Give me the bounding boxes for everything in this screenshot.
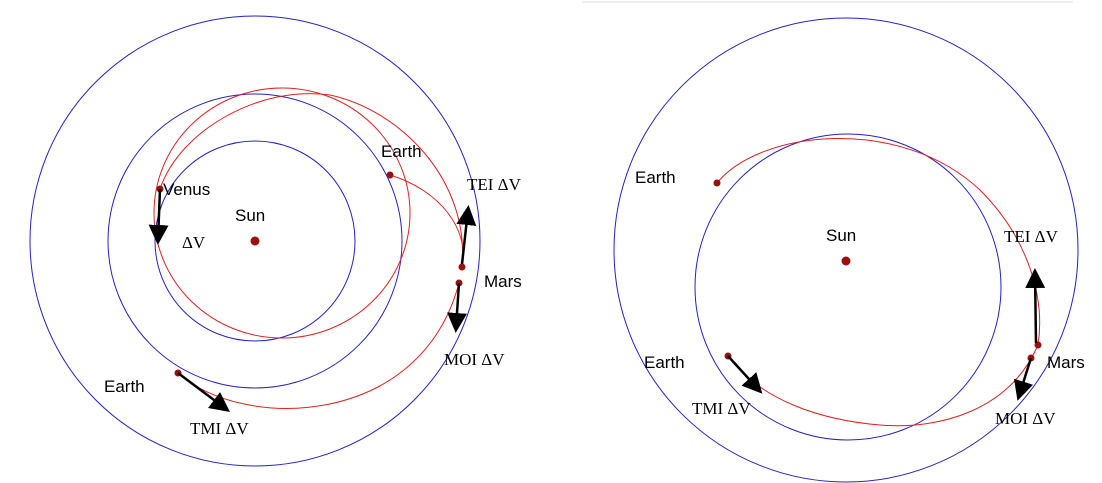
label: TMI ΔV bbox=[190, 419, 249, 438]
label: Earth bbox=[644, 353, 685, 372]
left-diagram: Venus Sun ΔV Earth TEI ΔV Mars MOI ΔV Ea… bbox=[29, 15, 522, 467]
planet bbox=[713, 179, 721, 187]
earth-orbit bbox=[694, 133, 1002, 441]
label: Sun bbox=[235, 206, 265, 225]
label: Mars bbox=[484, 272, 522, 291]
planet bbox=[386, 171, 394, 179]
sun bbox=[841, 256, 851, 266]
trajectory bbox=[153, 87, 411, 339]
delta-v-arrow bbox=[177, 372, 230, 412]
delta-v-arrow bbox=[456, 205, 477, 265]
trajectory bbox=[159, 93, 464, 268]
trajectory bbox=[716, 138, 1041, 427]
earth-orbit bbox=[107, 93, 403, 389]
planet bbox=[458, 263, 466, 271]
label: Venus bbox=[163, 180, 210, 199]
label: Earth bbox=[635, 168, 676, 187]
mars-orbit bbox=[29, 15, 481, 467]
right-diagram: Earth Sun TEI ΔV Mars Earth TMI ΔV MOI Δ… bbox=[613, 17, 1085, 483]
label: TEI ΔV bbox=[467, 175, 522, 194]
delta-v-arrow bbox=[1013, 357, 1034, 401]
delta-v-arrow bbox=[148, 188, 169, 245]
label: Earth bbox=[381, 142, 422, 161]
trajectory bbox=[177, 282, 460, 409]
delta-v-arrow bbox=[447, 282, 467, 333]
label: Sun bbox=[826, 226, 856, 245]
label: MOI ΔV bbox=[995, 409, 1056, 428]
label: TEI ΔV bbox=[1004, 227, 1059, 246]
delta-v-arrow bbox=[1025, 268, 1046, 344]
planet bbox=[1034, 341, 1042, 349]
label: MOI ΔV bbox=[444, 350, 505, 369]
label: TMI ΔV bbox=[692, 399, 751, 418]
mars-orbit bbox=[613, 17, 1079, 483]
label: ΔV bbox=[182, 233, 206, 252]
delta-v-arrow bbox=[727, 355, 763, 394]
sun bbox=[250, 236, 260, 246]
label: Mars bbox=[1047, 353, 1085, 372]
label: Earth bbox=[104, 377, 145, 396]
